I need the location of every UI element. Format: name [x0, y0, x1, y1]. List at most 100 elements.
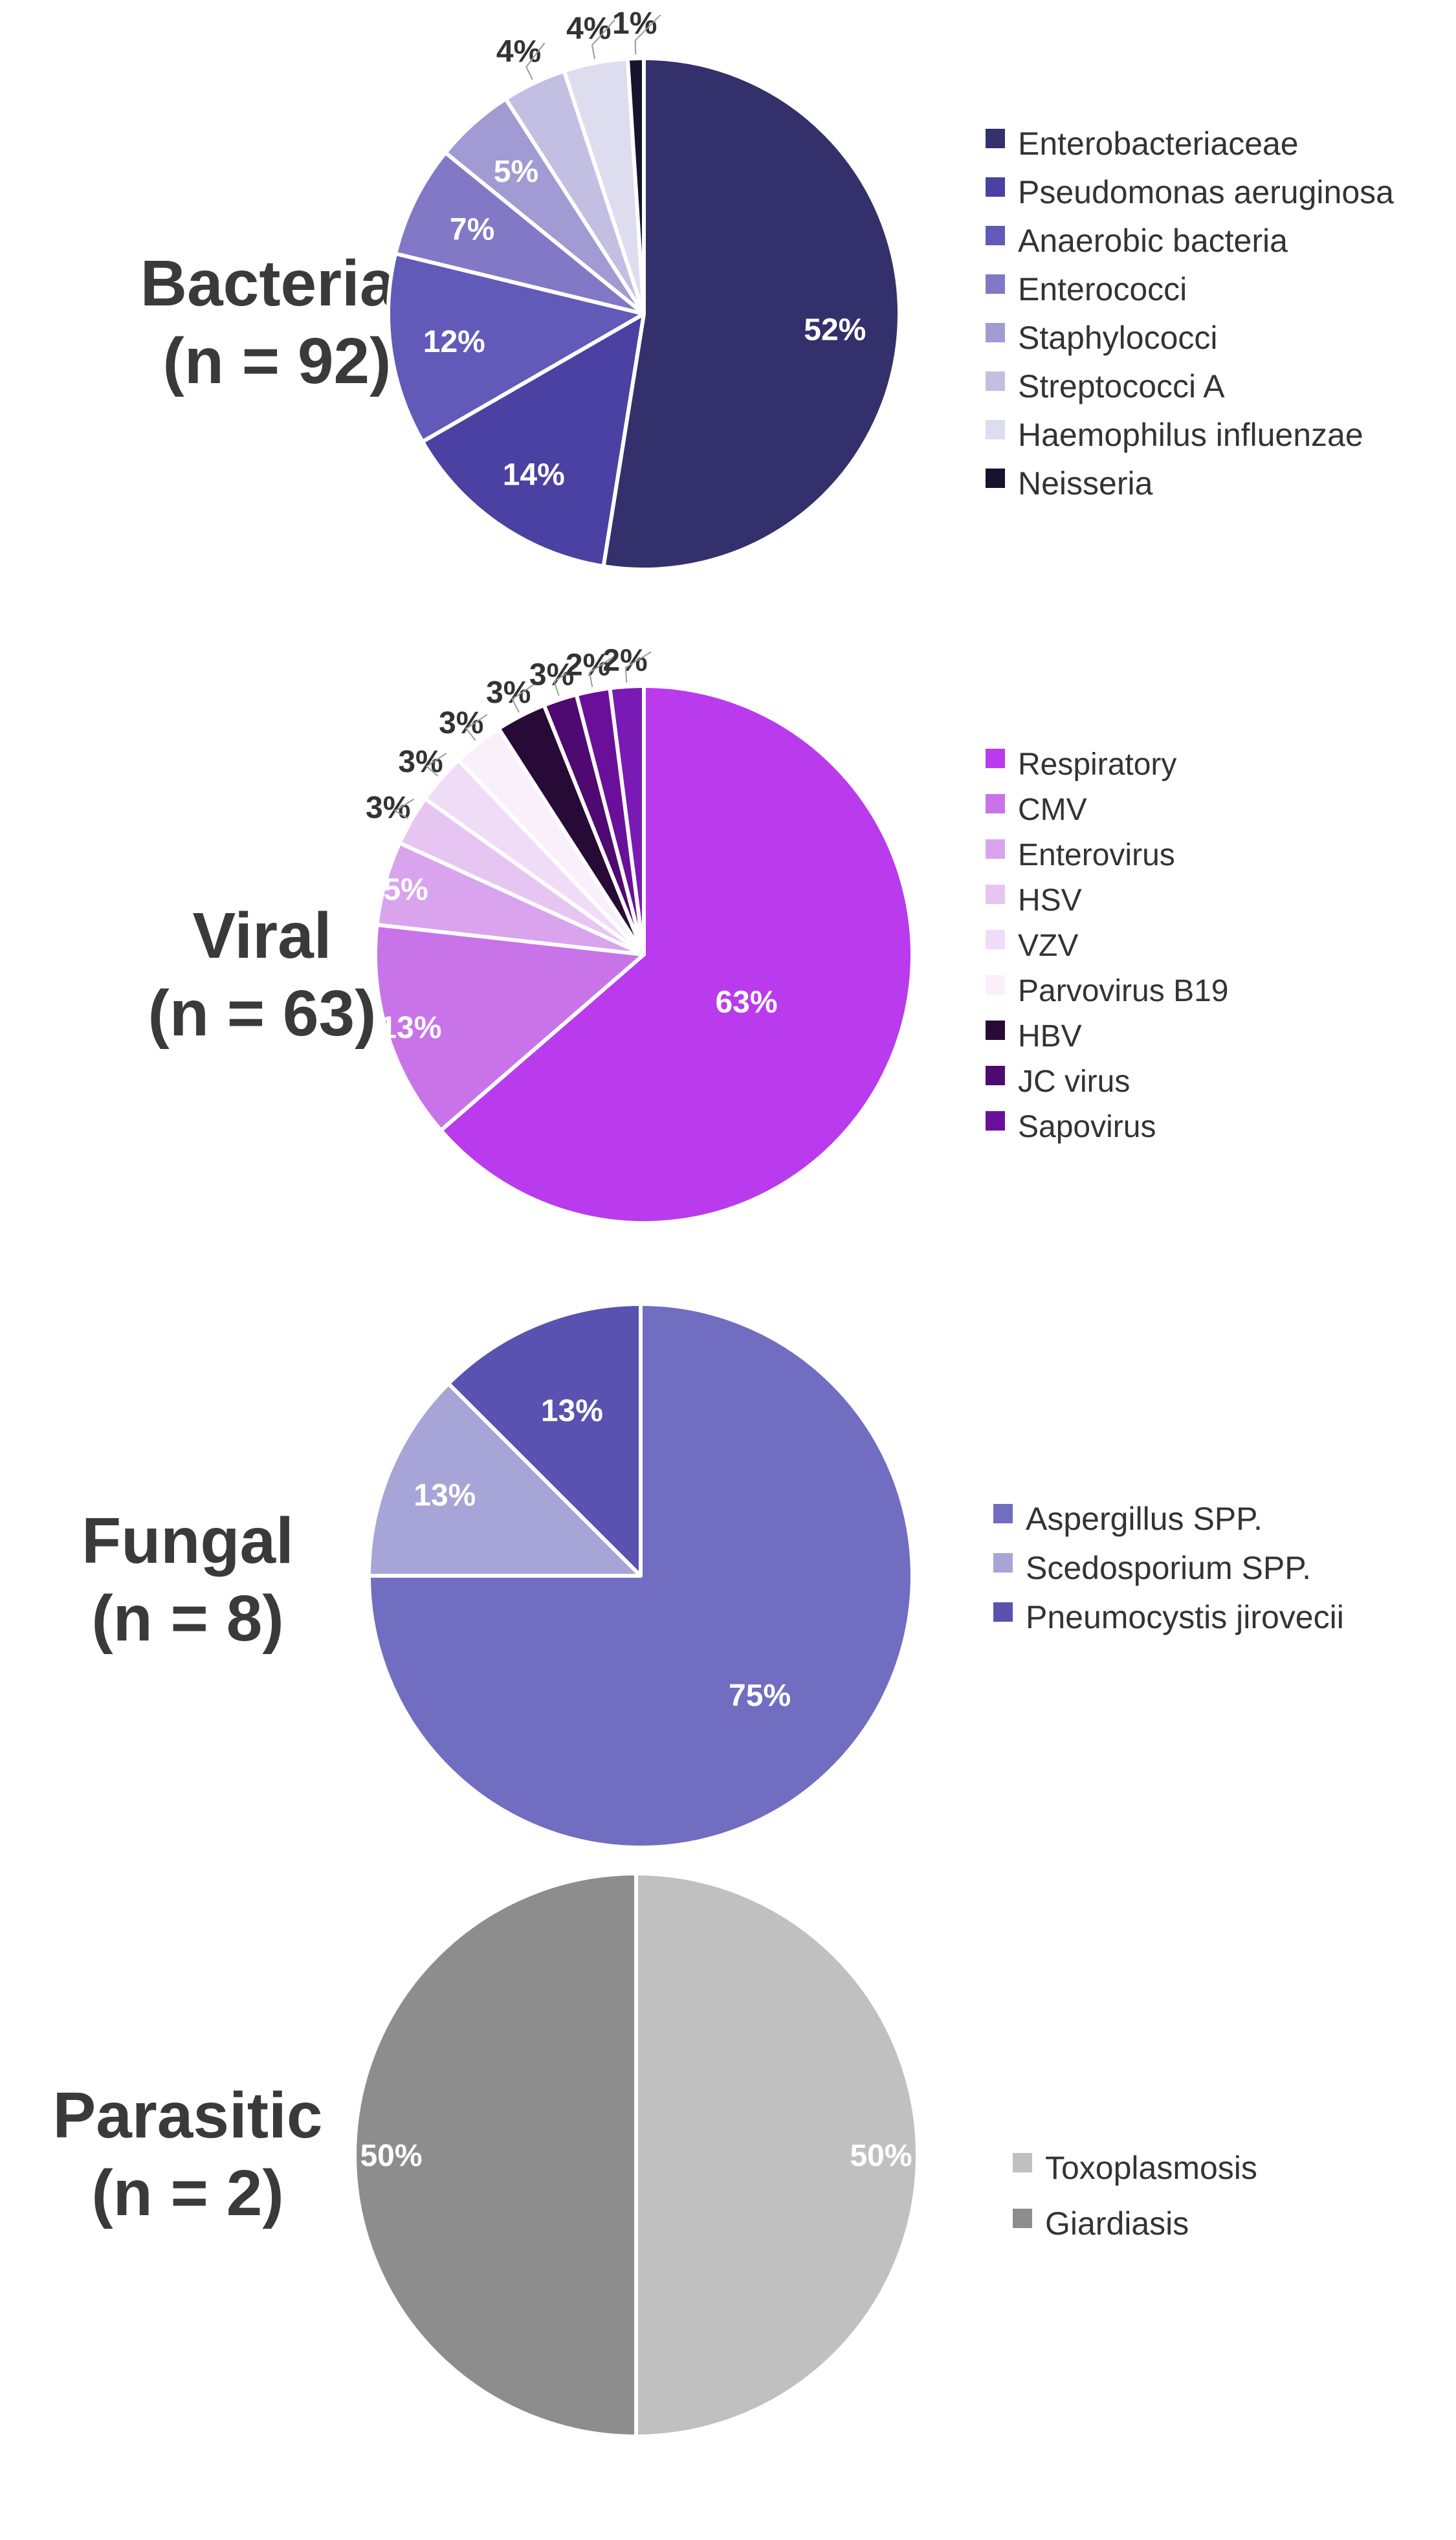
legend-swatch — [986, 839, 1005, 859]
slice-label: 7% — [450, 212, 494, 247]
legend-swatch — [993, 1602, 1013, 1622]
pie-slice — [393, 150, 646, 316]
slice-label: 52% — [804, 313, 866, 348]
legend-swatch — [986, 1066, 1005, 1085]
pie-slice — [439, 684, 914, 1225]
pie-panel-parasitic: Parasitic(n = 2) 50% 50% Toxoplasmosis Giard… — [53, 1872, 1257, 2438]
panel-subtitle: (n = 92) — [163, 325, 392, 397]
leader-line — [553, 665, 579, 696]
legend-label: Respiratory — [1018, 747, 1176, 782]
legend-swatch — [986, 129, 1005, 148]
panel-subtitle: (n = 63) — [148, 977, 377, 1050]
legend-label: VZV — [1018, 929, 1078, 963]
leader-line — [465, 714, 488, 741]
legend-label: Pseudomonas aeruginosa — [1018, 174, 1394, 210]
legend-label: Sapovirus — [1018, 1110, 1156, 1144]
legend-swatch — [986, 794, 1005, 813]
slice-label: 2% — [602, 643, 647, 678]
panel-title: Viral — [193, 900, 332, 972]
legend-label: Staphylococci — [1018, 320, 1218, 356]
slice-label: 13% — [414, 1479, 476, 1513]
leader-line — [393, 798, 415, 819]
leader-line — [588, 656, 615, 687]
leader-line — [634, 14, 661, 55]
slice-label: 50% — [360, 2139, 422, 2173]
legend-swatch — [1013, 2153, 1032, 2172]
legend-swatch — [986, 469, 1005, 488]
legend-label: JC virus — [1018, 1065, 1130, 1099]
pie-panel-fungal: Fungal(n = 8) 75% 13% 13% Aspergillus SPP. Sc… — [82, 1302, 1344, 1850]
slice-label: 14% — [503, 458, 565, 492]
legend-label: Streptococci A — [1018, 368, 1225, 404]
legend-swatch — [986, 885, 1005, 904]
slice-label: 3% — [366, 791, 410, 825]
pie-slice — [634, 1872, 920, 2438]
leader-line — [511, 683, 535, 713]
legend-label: Enterovirus — [1018, 838, 1175, 872]
leader-line — [425, 753, 447, 777]
pie-slice — [625, 56, 646, 316]
legend-label: HSV — [1018, 883, 1082, 918]
pie-panel-viral: Viral(n = 63) 63%13%5%3%3%3%3%3%2%2%Respi… — [148, 643, 1228, 1225]
legend-swatch — [986, 226, 1005, 245]
legend-label: Anaerobic bacteria — [1018, 223, 1288, 259]
pie-slice — [353, 1872, 638, 2438]
legend-swatch — [993, 1553, 1013, 1573]
slice-label: 13% — [379, 1011, 441, 1045]
leader-line — [525, 42, 546, 80]
legend-label: Enterococci — [1018, 271, 1187, 307]
slice-label: 1% — [612, 6, 657, 41]
leader-line — [591, 19, 615, 60]
legend-label: HBV — [1018, 1019, 1082, 1054]
panel-title: Fungal — [82, 1505, 294, 1577]
pie-slice — [373, 923, 646, 1132]
legend-label: Giardiasis — [1045, 2205, 1189, 2242]
slice-label: 12% — [423, 325, 485, 359]
leader-line — [624, 651, 652, 683]
panel-title: Parasitic — [53, 2079, 323, 2152]
legend-swatch — [986, 975, 1005, 995]
slice-label: 75% — [729, 1679, 791, 1713]
legend-swatch — [986, 371, 1005, 391]
pie-slice — [420, 312, 646, 569]
pie-slice — [447, 1302, 643, 1578]
slice-label: 13% — [541, 1394, 603, 1428]
slice-label: 5% — [494, 155, 538, 189]
legend-label: Haemophilus influenzae — [1018, 417, 1363, 453]
pie-slice — [367, 1382, 643, 1578]
slice-label: 2% — [566, 648, 610, 683]
legend-label: Neisseria — [1018, 465, 1153, 502]
legend-label: Scedosporium SPP. — [1026, 1550, 1311, 1586]
slice-label: 3% — [529, 657, 574, 692]
legend-swatch — [986, 420, 1005, 439]
slice-label: 63% — [715, 985, 777, 1019]
legend-label: Parvovirus B19 — [1018, 974, 1228, 1008]
legend-label: Pneumocystis jirovecii — [1026, 1599, 1344, 1635]
pie-slice — [386, 251, 646, 444]
pie-slice — [367, 1302, 914, 1850]
pie-slice — [608, 684, 646, 956]
legend-label: Aspergillus SPP. — [1026, 1501, 1263, 1537]
panel-subtitle: (n = 8) — [91, 1582, 283, 1655]
legend-swatch — [986, 930, 1005, 949]
pie-panel-bacterial: Bacterial(n = 92) 52%14%12%7%5%4%4% 1%Ente… — [140, 6, 1394, 571]
legend-label: CMV — [1018, 793, 1087, 827]
slice-label: 3% — [439, 706, 483, 740]
slice-label: 50% — [850, 2139, 912, 2173]
legend-swatch — [993, 1504, 1013, 1523]
legend-swatch — [986, 1111, 1005, 1131]
legend-swatch — [1013, 2209, 1032, 2228]
legend-swatch — [986, 177, 1005, 197]
slice-label: 4% — [566, 12, 611, 46]
panel-subtitle: (n = 2) — [91, 2157, 283, 2229]
legend-swatch — [986, 1021, 1005, 1040]
slice-label: 5% — [383, 872, 428, 907]
legend-label: Toxoplasmosis — [1045, 2150, 1257, 2186]
legend-swatch — [986, 323, 1005, 342]
panel-title: Bacterial — [140, 247, 414, 320]
slice-label: 3% — [486, 676, 531, 710]
legend-swatch — [986, 749, 1005, 768]
pie-slice — [601, 56, 901, 571]
legend-label: Enterobacteriaceae — [1018, 126, 1299, 162]
